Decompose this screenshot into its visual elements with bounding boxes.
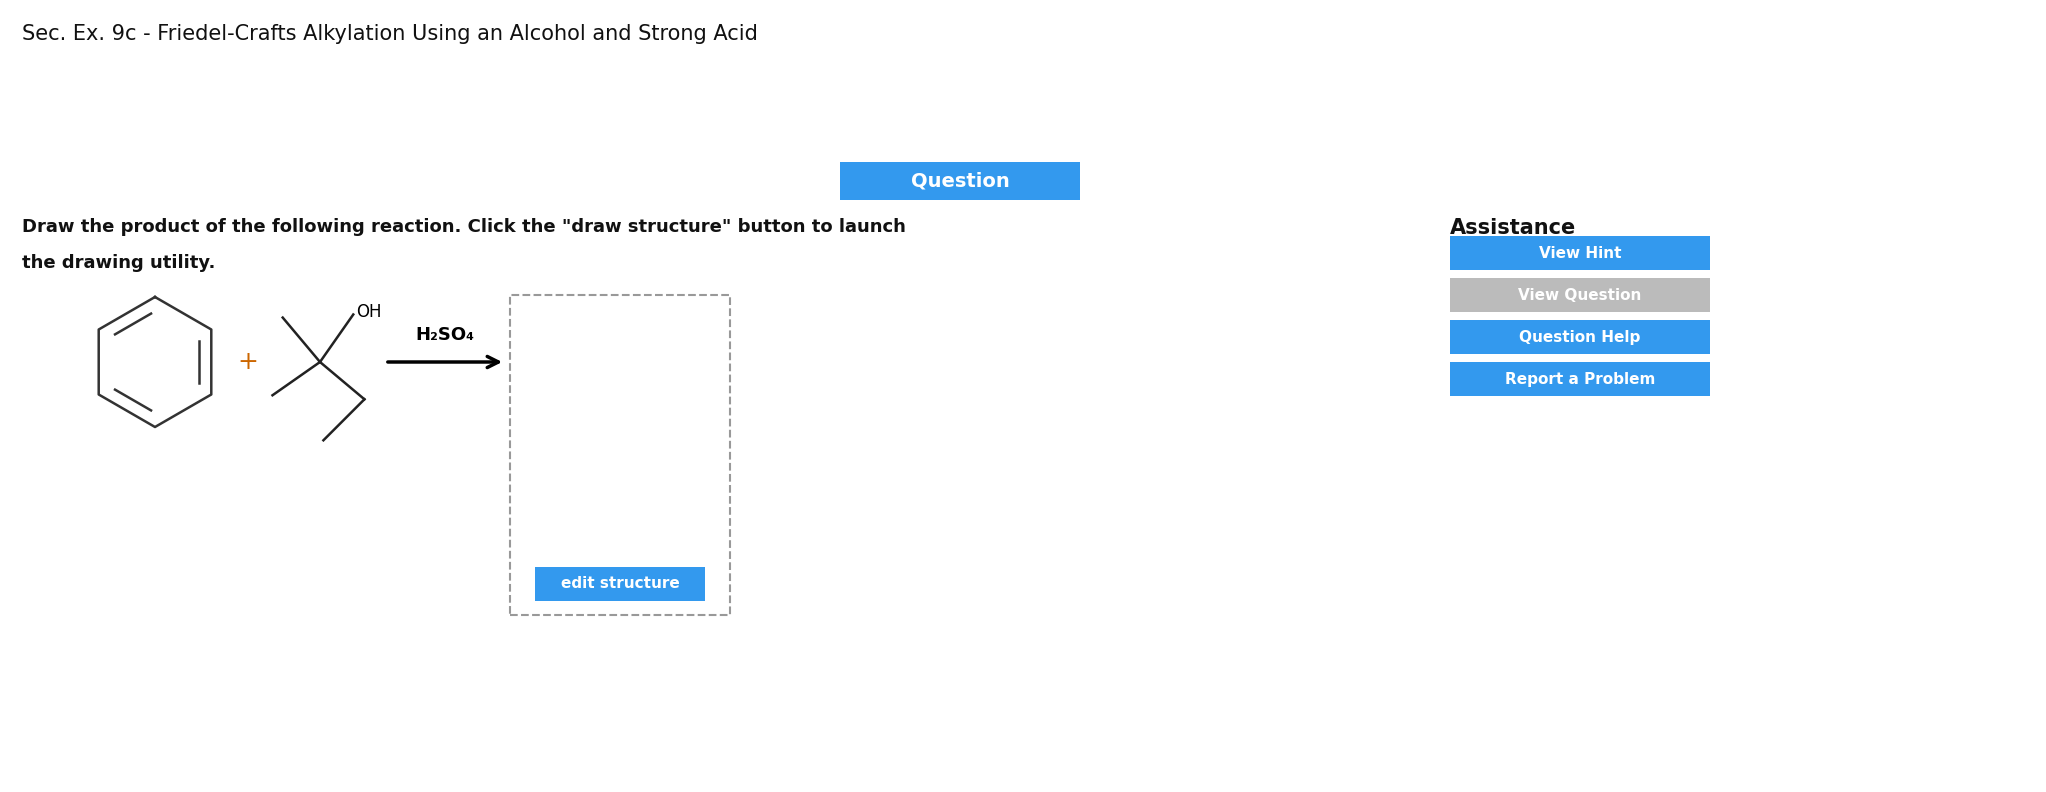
Text: Draw the product of the following reaction. Click the "draw structure" button to: Draw the product of the following reacti… bbox=[23, 218, 906, 236]
Text: Assistance: Assistance bbox=[1451, 218, 1575, 238]
Text: the drawing utility.: the drawing utility. bbox=[23, 254, 215, 272]
Text: +: + bbox=[237, 350, 258, 374]
Text: edit structure: edit structure bbox=[561, 577, 679, 592]
Text: OH: OH bbox=[356, 303, 383, 322]
FancyBboxPatch shape bbox=[1451, 362, 1710, 396]
Text: H₂SO₄: H₂SO₄ bbox=[415, 326, 475, 344]
FancyBboxPatch shape bbox=[1451, 320, 1710, 354]
Text: Report a Problem: Report a Problem bbox=[1504, 371, 1655, 386]
Text: Sec. Ex. 9c - Friedel-Crafts Alkylation Using an Alcohol and Strong Acid: Sec. Ex. 9c - Friedel-Crafts Alkylation … bbox=[23, 24, 757, 44]
Text: Question: Question bbox=[910, 172, 1009, 191]
Text: Question Help: Question Help bbox=[1520, 329, 1641, 345]
FancyBboxPatch shape bbox=[841, 162, 1080, 200]
Text: View Hint: View Hint bbox=[1539, 246, 1620, 261]
FancyBboxPatch shape bbox=[1451, 236, 1710, 270]
FancyBboxPatch shape bbox=[509, 295, 730, 615]
FancyBboxPatch shape bbox=[1451, 278, 1710, 312]
FancyBboxPatch shape bbox=[534, 567, 706, 601]
Text: View Question: View Question bbox=[1518, 287, 1641, 303]
